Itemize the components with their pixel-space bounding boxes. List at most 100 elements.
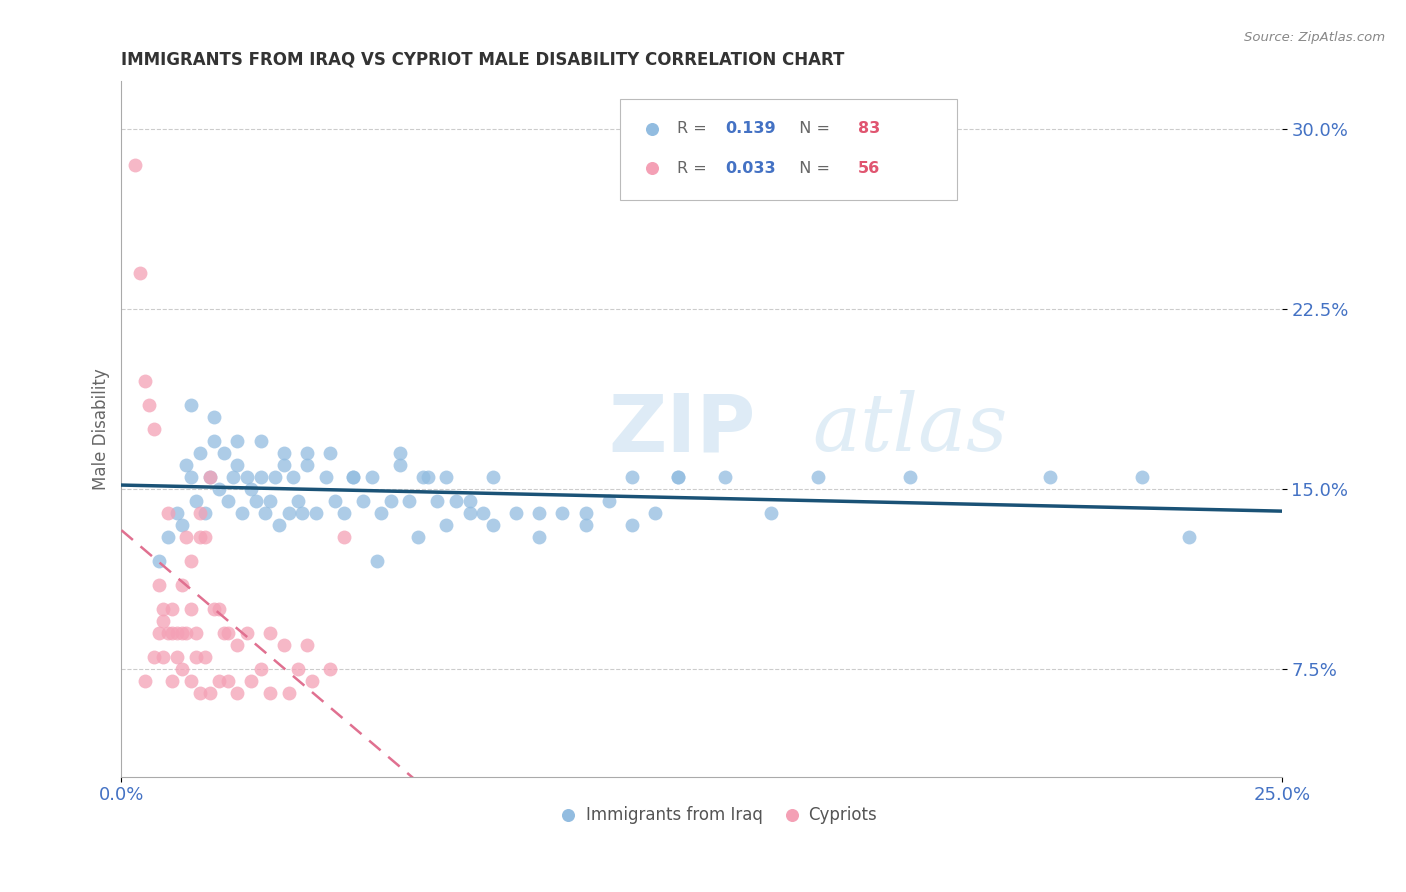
Point [249, 470, 271, 484]
Point [277, 506, 299, 520]
Point [176, 625, 198, 640]
Point [180, 470, 202, 484]
Text: IMMIGRANTS FROM IRAQ VS CYPRIOT MALE DISABILITY CORRELATION CHART: IMMIGRANTS FROM IRAQ VS CYPRIOT MALE DIS… [121, 51, 845, 69]
Point [352, 494, 374, 508]
Point [527, 506, 550, 520]
Point [295, 458, 318, 472]
Point [152, 602, 174, 616]
Point [212, 625, 235, 640]
Point [259, 686, 281, 700]
Point [235, 625, 257, 640]
Point [180, 673, 202, 688]
Point [434, 470, 457, 484]
Point [226, 638, 249, 652]
Point [240, 482, 263, 496]
Point [342, 470, 364, 484]
Point [129, 266, 152, 280]
Point [217, 494, 239, 508]
Point [217, 625, 239, 640]
Point [481, 517, 503, 532]
Point [198, 686, 221, 700]
Point [188, 686, 211, 700]
Text: Immigrants from Iraq: Immigrants from Iraq [585, 806, 762, 824]
Point [226, 434, 249, 448]
Point [273, 458, 295, 472]
Point [198, 470, 221, 484]
Point [134, 374, 156, 388]
Point [666, 470, 689, 484]
Point [226, 458, 249, 472]
Point [166, 625, 188, 640]
Point [472, 506, 495, 520]
Point [170, 662, 193, 676]
Point [194, 506, 217, 520]
Point [249, 434, 271, 448]
Point [142, 649, 165, 664]
Point [283, 470, 305, 484]
Point [620, 517, 643, 532]
Point [273, 446, 295, 460]
Point [370, 506, 392, 520]
Point [180, 554, 202, 568]
Point [1178, 530, 1201, 544]
Text: R =: R = [678, 161, 711, 176]
Text: 83: 83 [858, 121, 880, 136]
Point [170, 625, 193, 640]
Point [188, 530, 211, 544]
Point [231, 506, 253, 520]
Point [259, 494, 281, 508]
Point [222, 470, 245, 484]
Text: 0.139: 0.139 [724, 121, 776, 136]
Point [263, 470, 285, 484]
Point [162, 625, 184, 640]
Point [527, 530, 550, 544]
Point [156, 530, 179, 544]
Point [333, 506, 356, 520]
Point [366, 554, 388, 568]
Point [342, 470, 364, 484]
FancyBboxPatch shape [620, 99, 957, 200]
Point [315, 470, 337, 484]
Point [412, 470, 434, 484]
Point [194, 649, 217, 664]
Point [388, 446, 411, 460]
Point [212, 446, 235, 460]
Point [259, 625, 281, 640]
Point [180, 398, 202, 412]
Point [323, 494, 346, 508]
Point [434, 517, 457, 532]
Point [1039, 470, 1062, 484]
Point [295, 446, 318, 460]
Point [148, 625, 170, 640]
Point [458, 494, 481, 508]
Point [240, 673, 263, 688]
Point [170, 578, 193, 592]
Point [287, 494, 309, 508]
Point [319, 662, 342, 676]
Point [202, 434, 225, 448]
Text: atlas: atlas [811, 391, 1007, 467]
Point [269, 517, 291, 532]
Point [170, 517, 193, 532]
Point [713, 470, 735, 484]
Text: N =: N = [789, 161, 835, 176]
Point [188, 446, 211, 460]
Point [361, 470, 384, 484]
Text: Cypriots: Cypriots [808, 806, 877, 824]
Point [138, 398, 160, 412]
Text: 56: 56 [858, 161, 880, 176]
Point [301, 673, 323, 688]
Point [458, 506, 481, 520]
Point [208, 673, 231, 688]
Point [166, 506, 188, 520]
Point [245, 494, 267, 508]
Point [380, 494, 402, 508]
Point [666, 470, 689, 484]
Point [208, 482, 231, 496]
Point [254, 506, 277, 520]
Point [416, 470, 439, 484]
Point [551, 506, 574, 520]
Point [148, 554, 170, 568]
Point [277, 686, 299, 700]
Point [198, 470, 221, 484]
